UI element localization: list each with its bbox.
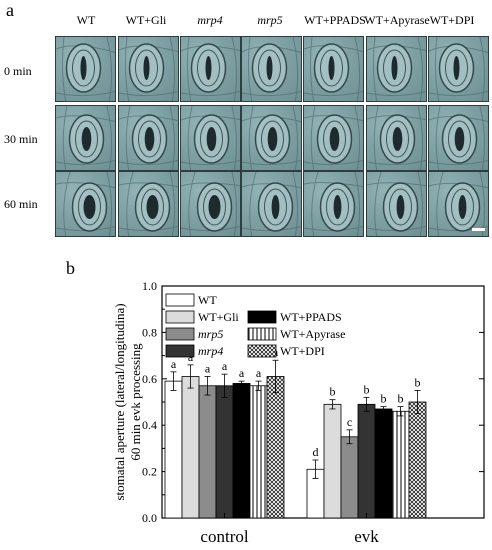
bar (249, 385, 268, 519)
stomata-micrograph (241, 36, 302, 102)
y-tick-label: 1.0 (142, 279, 157, 293)
scale-bar (472, 228, 485, 231)
legend-swatch (165, 293, 195, 307)
stomata-micrograph (118, 171, 179, 237)
legend-swatch (247, 327, 277, 341)
stomata-micrograph (241, 171, 302, 237)
y-tick-label: 0.0 (142, 511, 157, 525)
column-label-6: WT+Apyrase (364, 13, 430, 27)
legend-swatch (247, 344, 277, 358)
row-label-1: 0 min (4, 64, 32, 78)
legend-swatch (165, 344, 195, 358)
bar (340, 436, 359, 519)
significance-letter: b (398, 392, 404, 406)
y-tick-label: 0.8 (142, 325, 157, 339)
x-category-label: evk (354, 527, 379, 546)
y-tick-label: 0.2 (142, 465, 157, 479)
column-label-2: WT+Gli (125, 13, 167, 27)
bar (323, 403, 342, 519)
legend-label: WT+DPI (280, 344, 325, 358)
stomata-micrograph (118, 105, 179, 171)
stomata-micrograph (55, 36, 116, 102)
legend-label: WT (198, 293, 217, 307)
stomata-micrograph (118, 36, 179, 102)
stomata-micrograph (55, 105, 116, 171)
stomata-micrograph (180, 36, 241, 102)
bar (357, 403, 376, 519)
stomata-micrograph (303, 105, 364, 171)
micrograph-panel: WT WT+Gli mrp4 mrp5 WT+PPADS WT+Apyrase WT+DPI… (0, 0, 492, 250)
significance-letter: b (330, 385, 336, 399)
legend-label: WT+Apyrase (280, 327, 345, 341)
legend-swatch (165, 327, 195, 341)
significance-letter: a (205, 361, 211, 375)
bar (164, 380, 183, 519)
column-label-4: mrp5 (257, 13, 283, 27)
legend-label: WT+Gli (198, 310, 239, 324)
significance-letter: b (381, 392, 387, 406)
stomata-micrograph (428, 36, 489, 102)
significance-letter: c (347, 415, 352, 429)
chart-panel: b 0.0 0.2 0.4 0.6 0.8 1.0 stomatal aperture (l… (0, 258, 492, 550)
significance-letter: b (364, 382, 370, 396)
bar (266, 376, 285, 519)
bar (181, 376, 200, 519)
panel-a-letter: a (6, 0, 14, 20)
bar (215, 385, 234, 519)
stomata-micrograph (428, 171, 489, 237)
panel-b-letter: b (66, 258, 75, 278)
legend-swatch (247, 310, 277, 324)
stomata-micrograph (180, 171, 241, 237)
bar-chart: 0.0 0.2 0.4 0.6 0.8 1.0 stomatal aperture (lat… (112, 279, 485, 546)
significance-letter: a (256, 366, 262, 380)
legend-label: mrp4 (198, 344, 223, 358)
column-label-1: WT (76, 13, 96, 27)
significance-letter: a (239, 366, 245, 380)
bar (408, 401, 427, 519)
significance-letter: a (222, 359, 228, 373)
column-label-5: WT+PPADS (304, 13, 366, 27)
row-label-2: 30 min (4, 132, 38, 146)
column-label-3: mrp4 (197, 13, 223, 27)
y-axis-label-line2: 60 min evk processing (128, 343, 143, 461)
bar (232, 383, 251, 519)
significance-letter: d (313, 445, 319, 459)
stomata-micrograph (366, 105, 427, 171)
stomata-micrograph (55, 171, 116, 237)
stomata-micrograph (180, 105, 241, 171)
significance-letter: a (171, 357, 177, 371)
stomata-micrograph (303, 171, 364, 237)
y-axis-label-line1: stomatal aperture (lateral/longitudina) (112, 303, 127, 500)
stomata-micrograph (241, 105, 302, 171)
legend-label: WT+PPADS (280, 310, 342, 324)
y-tick-label: 0.6 (142, 372, 157, 386)
x-category-label: control (200, 527, 248, 546)
stomata-micrograph (303, 36, 364, 102)
stomata-micrograph (366, 36, 427, 102)
column-label-7: WT+DPI (429, 13, 475, 27)
legend-label: mrp5 (198, 327, 223, 341)
row-label-3: 60 min (4, 197, 38, 211)
bar (391, 410, 410, 519)
stomata-micrograph (366, 171, 427, 237)
significance-letter: b (415, 375, 421, 389)
bar (198, 385, 217, 519)
y-tick-label: 0.4 (142, 418, 157, 432)
legend-swatch (165, 310, 195, 324)
stomata-micrograph (428, 105, 489, 171)
bar (374, 408, 393, 519)
